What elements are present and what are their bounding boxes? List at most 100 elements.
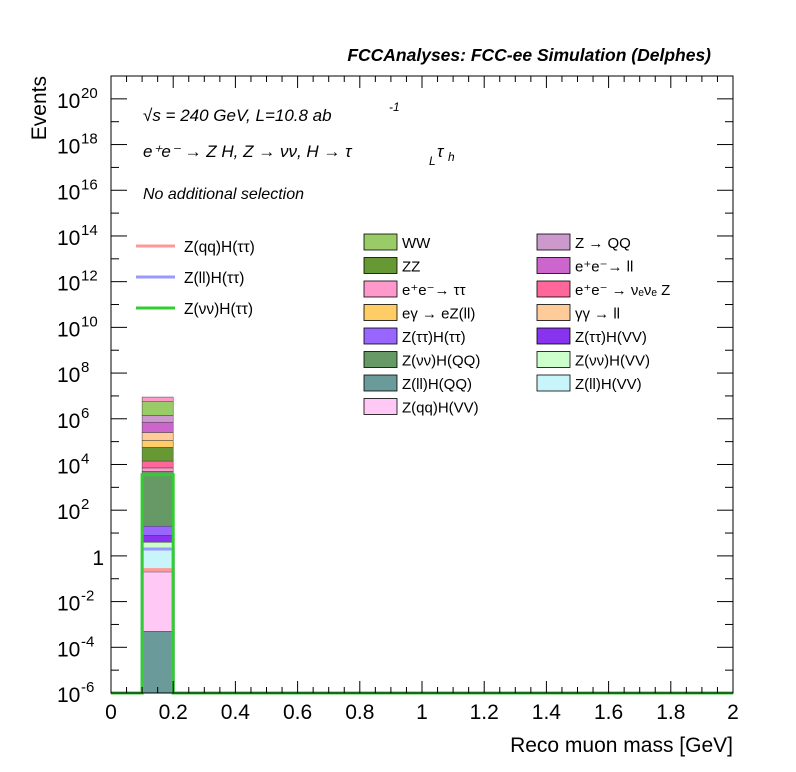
legend-bkg-swatch xyxy=(536,374,571,392)
legend-bkg-swatch xyxy=(536,233,571,251)
x-tick-label: 1 xyxy=(416,701,428,724)
process-annotation: e⁺e⁻ → Z H, Z → νν, H → τ L τ h xyxy=(143,142,455,168)
legend-bkg-swatch xyxy=(363,327,398,345)
chart-title: FCCAnalyses: FCC-ee Simulation (Delphes) xyxy=(347,45,711,65)
y-tick-exponent: 8 xyxy=(81,359,89,376)
x-tick-label: 1.4 xyxy=(532,701,562,724)
legend-bkg-label: Z(ττ)H(VV) xyxy=(575,329,647,346)
bar-segment-6 xyxy=(141,471,174,527)
signal-lines xyxy=(111,473,733,695)
bar-segment-0 xyxy=(141,631,174,694)
y-tick-label: 10 xyxy=(57,318,80,341)
y-tick-exponent: 10 xyxy=(81,313,98,330)
legend-bkg-swatch xyxy=(363,257,398,274)
legend-bkg-swatch xyxy=(363,233,398,251)
legend-signal-label: Z(νν)H(ττ) xyxy=(184,301,253,318)
y-tick-label: 10 xyxy=(57,136,80,159)
legend-bkg-label: ZZ xyxy=(402,259,420,276)
legend-bkg-swatch xyxy=(363,374,398,392)
y-tick-exponent: 12 xyxy=(81,268,98,285)
bar-segment-15 xyxy=(141,396,174,402)
bar-segment-8 xyxy=(141,460,174,469)
bar-segment-5 xyxy=(141,525,174,536)
legend-bkg-swatch xyxy=(363,398,398,415)
bar-segment-10 xyxy=(141,440,174,448)
y-axis-label: Events xyxy=(28,76,51,140)
y-tick-label: 10 xyxy=(57,364,80,387)
svg-text:√s = 240 GeV, L=10.8 ab: √s = 240 GeV, L=10.8 ab xyxy=(143,106,332,125)
bar-segment-7 xyxy=(141,467,174,472)
legend-bkg-swatch xyxy=(536,280,571,298)
x-tick-label: 1.6 xyxy=(594,701,623,724)
y-tick-label: 10 xyxy=(57,273,80,296)
energy-lumi-annotation: √s = 240 GeV, L=10.8 ab -1 xyxy=(143,100,400,125)
bar-segment-1 xyxy=(141,571,174,632)
y-tick-label: 10 xyxy=(57,90,80,113)
signal-line-1 xyxy=(111,547,733,695)
y-tick-label: 10 xyxy=(57,684,80,707)
bar-segment-13 xyxy=(141,415,174,423)
bar-segment-9 xyxy=(141,447,174,462)
x-tick-label: 0.2 xyxy=(159,701,188,724)
legend-bkg-label: e⁺e⁻→ ll xyxy=(575,259,633,276)
y-tick-exponent: 18 xyxy=(81,131,98,148)
bar-segment-14 xyxy=(141,401,174,416)
y-tick-exponent: 2 xyxy=(81,496,89,513)
legend-signals: Z(qq)H(ττ) Z(ll)H(ττ) Z(νν)H(ττ) xyxy=(136,239,255,318)
x-axis-label: Reco muon mass [GeV] xyxy=(510,734,733,757)
legend-bkg-swatch xyxy=(363,304,398,321)
legend-bkg-swatch xyxy=(536,257,571,274)
legend-bkg-label: Z(νν)H(VV) xyxy=(575,353,650,370)
signal-line-0 xyxy=(111,568,733,695)
legend-signal-label: Z(qq)H(ττ) xyxy=(184,239,255,256)
x-tick-label: 1.2 xyxy=(470,701,499,724)
process-subscript-l: L xyxy=(429,154,436,168)
x-tick-label: 0.8 xyxy=(345,701,374,724)
y-tick-label: 1 xyxy=(92,547,104,570)
bar-segment-11 xyxy=(141,432,174,441)
legend-bkg-label: γγ → ll xyxy=(575,306,620,323)
x-tick-labels: 0 0.2 0.4 0.6 0.8 1 1.2 1.4 1.6 1.8 2 xyxy=(105,701,739,724)
bar-segment-12 xyxy=(141,421,174,433)
y-tick-exponent: -2 xyxy=(81,588,94,605)
legend-bkg-label: Z(qq)H(VV) xyxy=(402,400,479,417)
selection-annotation: No additional selection xyxy=(143,186,304,203)
x-tick-label: 0.6 xyxy=(283,701,312,724)
legend-bkg-swatch xyxy=(536,351,571,368)
y-tick-exponent: -6 xyxy=(81,679,94,696)
axis-ticks xyxy=(110,75,734,694)
y-tick-label: 10 xyxy=(57,455,80,478)
legend-bkg-label: Z(ττ)H(ττ) xyxy=(402,329,466,346)
svg-text:e⁺e⁻ → Z H, Z → νν, H → τ: e⁺e⁻ → Z H, Z → νν, H → τ xyxy=(143,142,353,161)
energy-lumi-exponent: -1 xyxy=(389,100,400,114)
y-tick-label: 10 xyxy=(57,227,80,250)
legend-bkg-label: WW xyxy=(402,235,431,252)
y-tick-label: 10 xyxy=(57,181,80,204)
x-tick-label: 0 xyxy=(105,701,117,724)
legend-bkg-swatch xyxy=(536,304,571,321)
legend-bkg-label: Z(ll)H(QQ) xyxy=(402,376,472,393)
y-tick-exponent: 16 xyxy=(81,176,98,193)
x-tick-label: 1.8 xyxy=(656,701,685,724)
energy-lumi-text: √s = 240 GeV, L=10.8 ab xyxy=(143,106,332,125)
legend-bkg-label: Z(ll)H(VV) xyxy=(575,376,642,393)
process-subscript-h: h xyxy=(448,150,455,164)
y-tick-label: 10 xyxy=(57,593,80,616)
legend-bkg-swatch xyxy=(536,327,571,345)
legend-bkg-label: eγ → eZ(ll) xyxy=(402,306,475,323)
legend-bkg-label: Z → QQ xyxy=(575,235,631,252)
legend-signal-label: Z(ll)H(ττ) xyxy=(184,270,244,287)
signal-line-2 xyxy=(111,473,733,695)
y-tick-label: 10 xyxy=(57,638,80,661)
bar-segment-4 xyxy=(141,535,174,543)
legend-bkg-label: Z(νν)H(QQ) xyxy=(402,353,480,370)
process-tau-h: τ xyxy=(437,142,445,161)
bar-segment-3 xyxy=(141,541,174,549)
legend-bkg-swatch xyxy=(363,351,398,368)
y-tick-exponent: 14 xyxy=(81,222,98,239)
y-tick-exponent: 20 xyxy=(81,85,98,102)
y-tick-label: 10 xyxy=(57,501,80,524)
y-tick-label: 10 xyxy=(57,410,80,433)
